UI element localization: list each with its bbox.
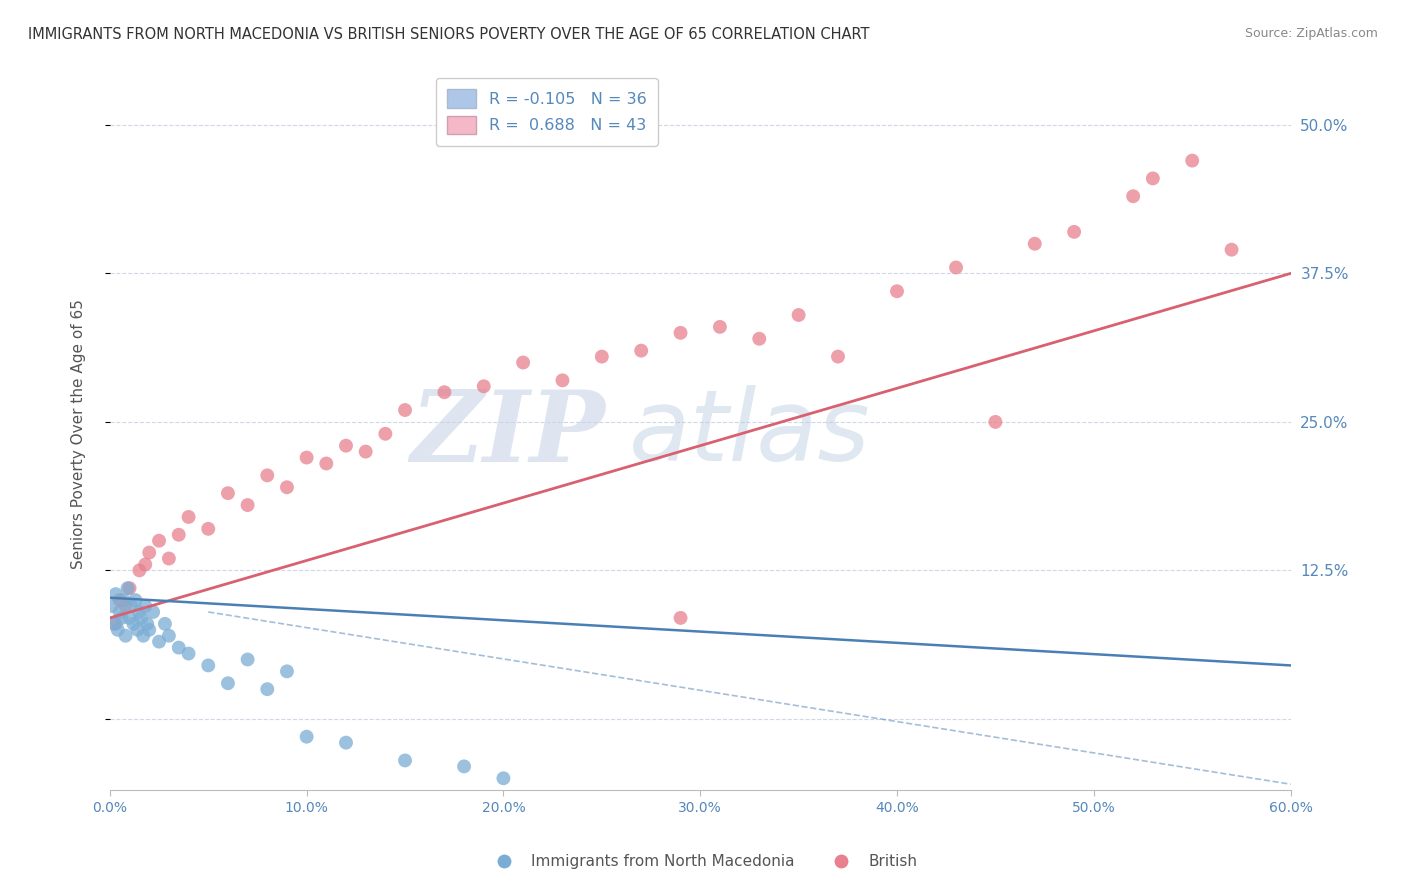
- Point: [1122, 189, 1144, 203]
- Point: [148, 533, 170, 548]
- Point: [131, 611, 153, 625]
- Point: [101, 599, 124, 613]
- Point: [669, 326, 692, 340]
- Point: [217, 486, 239, 500]
- Point: [136, 616, 159, 631]
- Point: [492, 771, 515, 785]
- Point: [157, 551, 180, 566]
- Legend: R = -0.105   N = 36, R =  0.688   N = 43: R = -0.105 N = 36, R = 0.688 N = 43: [436, 78, 658, 145]
- Point: [128, 605, 150, 619]
- Text: Source: ZipAtlas.com: Source: ZipAtlas.com: [1244, 27, 1378, 40]
- Point: [132, 629, 155, 643]
- Point: [122, 616, 145, 631]
- Point: [295, 730, 318, 744]
- Point: [256, 468, 278, 483]
- Point: [1181, 153, 1204, 168]
- Point: [167, 640, 190, 655]
- Point: [512, 355, 534, 369]
- Point: [103, 616, 125, 631]
- Point: [134, 599, 156, 613]
- Y-axis label: Seniors Poverty Over the Age of 65: Seniors Poverty Over the Age of 65: [72, 299, 86, 569]
- Point: [276, 665, 298, 679]
- Point: [394, 403, 416, 417]
- Point: [236, 652, 259, 666]
- Point: [453, 759, 475, 773]
- Point: [276, 480, 298, 494]
- Point: [153, 616, 176, 631]
- Point: [112, 593, 135, 607]
- Point: [217, 676, 239, 690]
- Point: [108, 593, 131, 607]
- Point: [104, 616, 127, 631]
- Point: [335, 439, 357, 453]
- Point: [121, 599, 143, 613]
- Point: [148, 634, 170, 648]
- Point: [394, 754, 416, 768]
- Point: [1142, 171, 1164, 186]
- Point: [157, 629, 180, 643]
- Point: [984, 415, 1007, 429]
- Point: [945, 260, 967, 275]
- Legend: Immigrants from North Macedonia, British: Immigrants from North Macedonia, British: [482, 848, 924, 875]
- Text: IMMIGRANTS FROM NORTH MACEDONIA VS BRITISH SENIORS POVERTY OVER THE AGE OF 65 CO: IMMIGRANTS FROM NORTH MACEDONIA VS BRITI…: [28, 27, 870, 42]
- Text: ZIP: ZIP: [411, 385, 606, 482]
- Point: [114, 629, 136, 643]
- Point: [1063, 225, 1085, 239]
- Point: [142, 605, 165, 619]
- Text: atlas: atlas: [630, 385, 870, 483]
- Point: [354, 444, 377, 458]
- Point: [118, 581, 141, 595]
- Point: [433, 385, 456, 400]
- Point: [197, 658, 219, 673]
- Point: [138, 623, 160, 637]
- Point: [138, 545, 160, 559]
- Point: [295, 450, 318, 465]
- Point: [315, 457, 337, 471]
- Point: [591, 350, 613, 364]
- Point: [117, 581, 139, 595]
- Point: [787, 308, 810, 322]
- Point: [177, 510, 200, 524]
- Point: [134, 558, 156, 572]
- Point: [551, 373, 574, 387]
- Point: [104, 587, 127, 601]
- Point: [127, 623, 149, 637]
- Point: [111, 611, 134, 625]
- Point: [1024, 236, 1046, 251]
- Point: [374, 426, 396, 441]
- Point: [124, 593, 146, 607]
- Point: [128, 563, 150, 577]
- Point: [335, 736, 357, 750]
- Point: [114, 599, 136, 613]
- Point: [118, 611, 141, 625]
- Point: [256, 682, 278, 697]
- Point: [472, 379, 495, 393]
- Point: [669, 611, 692, 625]
- Point: [236, 498, 259, 512]
- Point: [709, 319, 731, 334]
- Point: [630, 343, 652, 358]
- Point: [886, 285, 908, 299]
- Point: [108, 605, 131, 619]
- Point: [748, 332, 770, 346]
- Point: [107, 623, 129, 637]
- Point: [1220, 243, 1243, 257]
- Point: [197, 522, 219, 536]
- Point: [167, 528, 190, 542]
- Point: [177, 647, 200, 661]
- Point: [827, 350, 849, 364]
